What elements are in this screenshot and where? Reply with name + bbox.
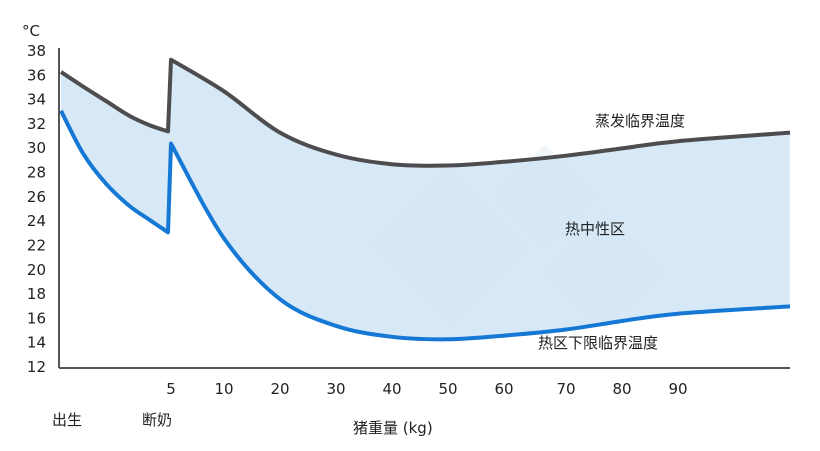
series-label-evaporative-critical: 蒸发临界温度 [595, 112, 685, 130]
y-tick-label: 16 [27, 309, 46, 327]
x-tick-label: 50 [438, 380, 457, 398]
stage-label-weaning: 断奶 [142, 411, 172, 429]
x-tick-label: 90 [668, 380, 687, 398]
y-axis-ticks: 12 14 16 18 20 22 24 26 28 30 32 34 36 38 [27, 42, 46, 376]
y-tick-label: 14 [27, 334, 46, 352]
series-label-lower-critical: 热区下限临界温度 [538, 334, 658, 352]
y-tick-label: 28 [27, 164, 46, 182]
x-tick-label: 60 [494, 380, 513, 398]
y-tick-label: 26 [27, 188, 46, 206]
x-tick-label: 80 [612, 380, 631, 398]
y-tick-label: 22 [27, 237, 46, 255]
y-tick-label: 38 [27, 42, 46, 60]
x-tick-label: 70 [556, 380, 575, 398]
x-tick-label: 30 [326, 380, 345, 398]
y-tick-label: 20 [27, 261, 46, 279]
y-tick-label: 12 [27, 358, 46, 376]
x-tick-label: 40 [382, 380, 401, 398]
x-tick-label: 5 [166, 380, 176, 398]
evaporative-critical-temperature-line [59, 57, 791, 168]
y-tick-label: 32 [27, 115, 46, 133]
x-tick-label: 10 [214, 380, 233, 398]
y-tick-label: 24 [27, 212, 46, 230]
y-tick-label: 36 [27, 66, 46, 84]
y-tick-label: 34 [27, 91, 46, 109]
stage-label-birth: 出生 [52, 411, 82, 429]
x-axis-ticks: 5 10 20 30 40 50 60 70 80 90 [166, 380, 687, 398]
thermoneutral-zone-band [61, 59, 790, 340]
band-label-thermoneutral: 热中性区 [565, 220, 625, 238]
y-tick-label: 18 [27, 285, 46, 303]
y-tick-label: 30 [27, 139, 46, 157]
lower-critical-temperature-line [59, 109, 791, 342]
x-axis-label: 猪重量 (kg) [353, 419, 433, 437]
x-tick-label: 20 [270, 380, 289, 398]
y-axis-unit: °C [22, 22, 40, 40]
